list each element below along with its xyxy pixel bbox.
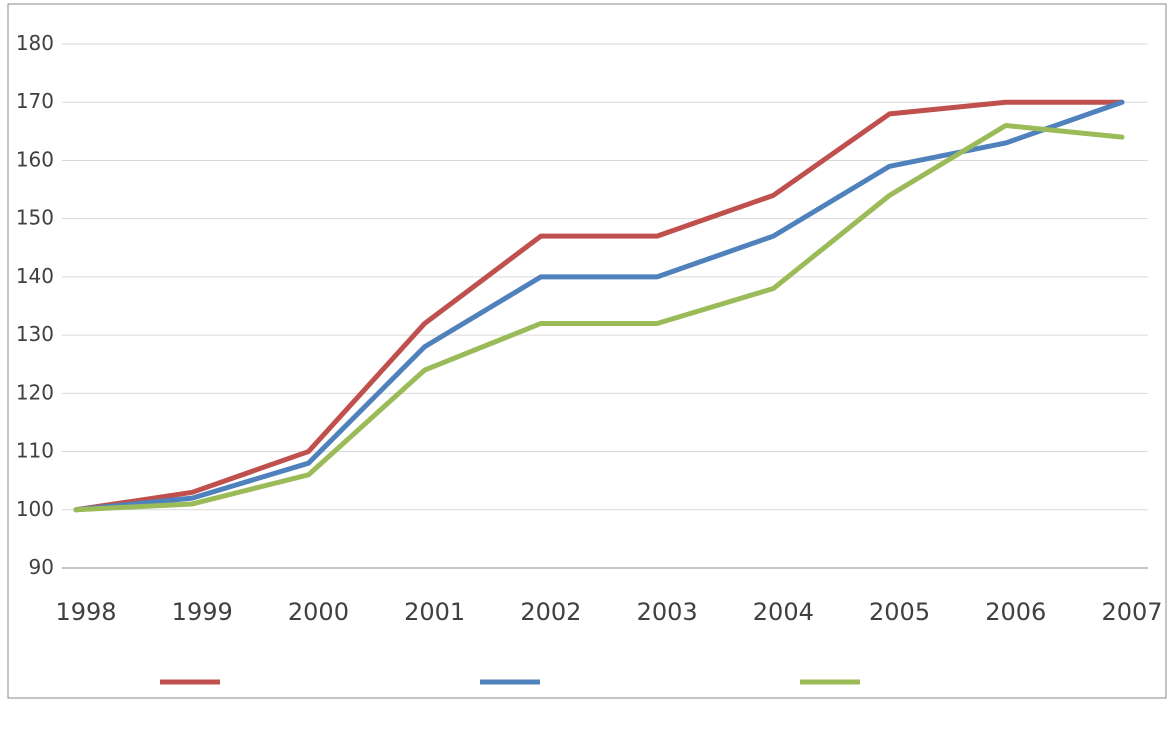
y-tick-label: 130	[16, 322, 54, 346]
x-tick-label: 2005	[869, 598, 930, 626]
chart-frame	[7, 3, 1167, 699]
y-tick-label: 100	[16, 497, 54, 521]
x-tick-label: 2006	[985, 598, 1046, 626]
series-lines	[73, 99, 1125, 513]
x-tick-label: 2002	[520, 598, 581, 626]
x-tick-label: 1998	[55, 598, 116, 626]
series-line-1	[73, 99, 1125, 513]
y-tick-label: 180	[16, 31, 54, 55]
x-tick-label: 2007	[1101, 598, 1162, 626]
y-tick-label: 160	[16, 147, 54, 171]
y-tick-label: 170	[16, 89, 54, 113]
y-tick-label: 90	[29, 555, 54, 579]
y-tick-label: 120	[16, 380, 54, 404]
y-tick-label: 140	[16, 264, 54, 288]
y-axis-ticks: 90 100 110 120 130 140 150 160 170 180	[16, 31, 54, 579]
x-tick-label: 2004	[753, 598, 814, 626]
series-line-3	[73, 123, 1125, 513]
x-tick-label: 2003	[637, 598, 698, 626]
series-line-2	[73, 99, 1125, 513]
x-tick-label: 2000	[288, 598, 349, 626]
x-axis-ticks: 1998 1999 2000 2001 2002 2003 2004 2005 2006 2007	[55, 598, 1162, 626]
x-tick-label: 1999	[172, 598, 233, 626]
y-tick-label: 150	[16, 206, 54, 230]
y-tick-label: 110	[16, 439, 54, 463]
x-tick-label: 2001	[404, 598, 465, 626]
